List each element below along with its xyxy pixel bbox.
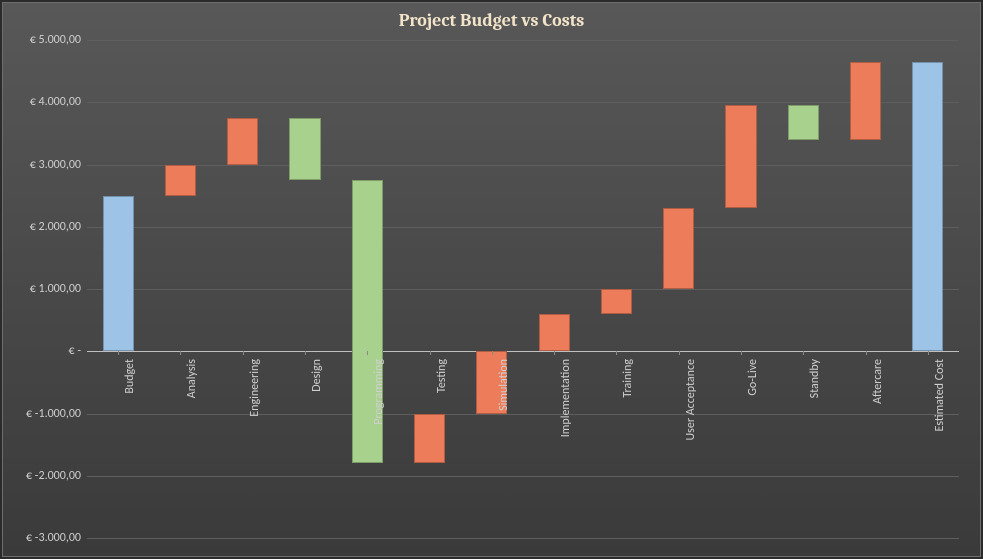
y-tick-label: € 1.000,00 xyxy=(30,282,81,296)
gridline xyxy=(87,40,959,41)
x-tick xyxy=(928,351,929,355)
x-tick xyxy=(803,351,804,355)
x-tick-label: Go-Live xyxy=(746,359,760,499)
x-tick xyxy=(741,351,742,355)
x-tick xyxy=(243,351,244,355)
y-tick-label: € 3.000,00 xyxy=(30,158,81,172)
x-tick-label: Implementation xyxy=(559,359,573,499)
y-tick-label: € - xyxy=(69,344,81,358)
bar-go-live xyxy=(725,105,756,208)
bar-budget xyxy=(103,196,134,352)
y-tick-label: € -2.000,00 xyxy=(26,469,81,483)
x-tick xyxy=(430,351,431,355)
gridline xyxy=(87,102,959,103)
x-tick xyxy=(866,351,867,355)
x-tick xyxy=(118,351,119,355)
x-tick-label: Engineering xyxy=(248,359,262,499)
y-tick-label: € 2.000,00 xyxy=(30,220,81,234)
x-tick xyxy=(679,351,680,355)
gridline xyxy=(87,476,959,477)
x-tick-label: Budget xyxy=(123,359,137,499)
x-tick-label: Training xyxy=(621,359,635,499)
y-tick-label: € -1.000,00 xyxy=(26,407,81,421)
x-tick-label: Aftercare xyxy=(871,359,885,499)
plot-area: € -3.000,00€ -2.000,00€ -1.000,00€ -€ 1.… xyxy=(87,40,959,538)
chart-title: Project Budget vs Costs xyxy=(2,10,981,31)
x-tick-label: User Acceptance xyxy=(684,359,698,499)
bar-aftercare xyxy=(850,62,881,140)
x-tick xyxy=(492,351,493,355)
x-tick xyxy=(554,351,555,355)
gridline xyxy=(87,165,959,166)
chart-frame: Project Budget vs Costs € -3.000,00€ -2.… xyxy=(0,0,983,559)
axis-zero-line xyxy=(87,351,959,352)
bar-estimated-cost xyxy=(912,62,943,351)
x-tick xyxy=(616,351,617,355)
x-tick xyxy=(180,351,181,355)
x-tick-label: Testing xyxy=(435,359,449,499)
y-tick-label: € 4.000,00 xyxy=(30,95,81,109)
bar-design xyxy=(289,118,320,180)
bar-training xyxy=(601,289,632,314)
bar-standby xyxy=(788,105,819,139)
x-tick-label: Simulation xyxy=(497,359,511,499)
gridline xyxy=(87,289,959,290)
x-tick-label: Design xyxy=(310,359,324,499)
x-tick-label: Standby xyxy=(808,359,822,499)
x-tick-label: Estimated Cost xyxy=(933,359,947,499)
bar-implementation xyxy=(539,314,570,351)
y-tick-label: € 5.000,00 xyxy=(30,33,81,47)
y-tick-label: € -3.000,00 xyxy=(26,531,81,545)
x-tick xyxy=(305,351,306,355)
gridline xyxy=(87,538,959,539)
bar-user-acceptance xyxy=(663,208,694,289)
bar-analysis xyxy=(165,165,196,196)
gridline xyxy=(87,414,959,415)
gridline xyxy=(87,227,959,228)
x-tick-label: Analysis xyxy=(185,359,199,499)
x-tick xyxy=(367,351,368,355)
x-tick-label: Programming xyxy=(372,359,386,499)
bar-engineering xyxy=(227,118,258,165)
